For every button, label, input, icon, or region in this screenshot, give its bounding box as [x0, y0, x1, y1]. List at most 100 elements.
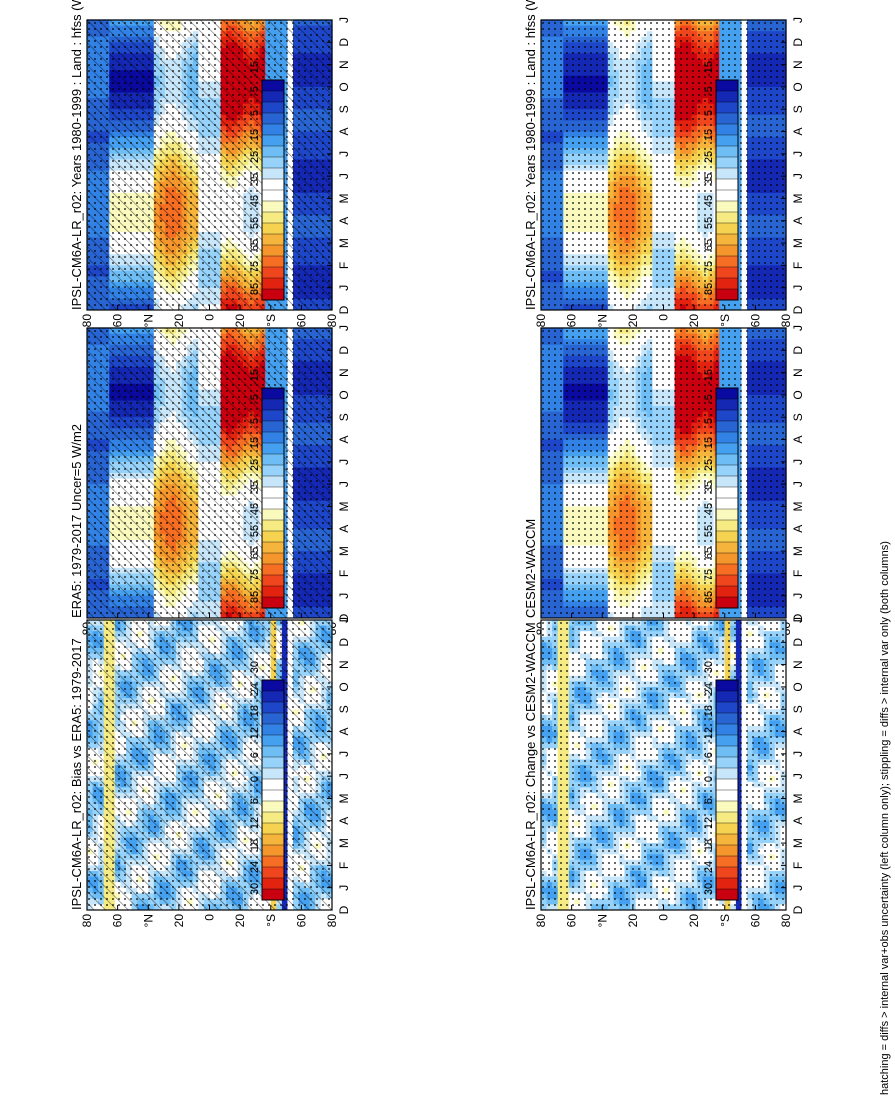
x-tick-label: D: [791, 305, 805, 314]
colorbar-swatch: [715, 101, 739, 114]
colorbar-swatch: [261, 101, 285, 114]
colorbar-swatch: [261, 156, 285, 169]
x-tick-label: D: [337, 38, 351, 47]
colorbar-swatch: [261, 123, 285, 136]
x-tick-label: A: [791, 128, 805, 136]
colorbar-label: 65: [703, 239, 715, 251]
colorbar-swatch: [715, 277, 739, 290]
x-tick-label: A: [337, 217, 351, 225]
y-tick-label: 80: [534, 314, 548, 328]
colorbar-swatch: [261, 112, 285, 125]
y-tick-label: 0: [203, 314, 217, 321]
colorbar-swatch: [715, 189, 739, 202]
x-tick-label: N: [337, 60, 351, 69]
colorbar-label: 25: [703, 151, 715, 163]
colorbar-swatch: [715, 90, 739, 103]
x-tick-label: J: [337, 151, 351, 157]
y-tick-label: 60: [565, 314, 579, 328]
panel-title: IPSL-CM6A-LR_r02: Years 1980-1999 : Land…: [69, 0, 84, 310]
y-tick-label: °N: [141, 314, 155, 327]
y-tick-label: 60: [748, 314, 762, 328]
y-tick-label: °S: [264, 314, 278, 327]
y-tick-label: 20: [626, 314, 640, 328]
colorbar-swatch: [715, 123, 739, 136]
colorbar-label: 75: [703, 261, 715, 273]
colorbar-label: -15: [249, 61, 261, 77]
x-tick-label: O: [791, 82, 805, 91]
x-tick-label: A: [337, 128, 351, 136]
x-tick-label: S: [337, 105, 351, 113]
y-tick-label: 20: [687, 314, 701, 328]
x-tick-label: O: [337, 82, 351, 91]
colorbar-swatch: [715, 167, 739, 180]
colorbar-label: 15: [703, 129, 715, 141]
y-tick-label: 80: [80, 314, 94, 328]
y-tick-label: 20: [233, 314, 247, 328]
colorbar-label: 35: [703, 173, 715, 185]
x-tick-label: F: [337, 262, 351, 269]
colorbar-label: 15: [249, 129, 261, 141]
panel-title: IPSL-CM6A-LR_r02: Years 1980-1999 : Land…: [523, 0, 538, 310]
x-tick-label: F: [791, 262, 805, 269]
x-tick-label: J: [791, 17, 805, 23]
x-tick-label: J: [791, 173, 805, 179]
colorbar-swatch: [715, 79, 739, 92]
colorbar-swatch: [261, 79, 285, 92]
colorbar-label: 85: [249, 283, 261, 295]
y-tick-label: °S: [718, 314, 732, 327]
x-tick-label: N: [791, 60, 805, 69]
colorbar-swatch: [261, 134, 285, 147]
colorbar-label: -5: [703, 86, 715, 96]
colorbar-swatch: [261, 244, 285, 257]
y-tick-label: 0: [657, 314, 671, 321]
y-tick-label: °N: [595, 314, 609, 327]
colorbar-swatch: [261, 222, 285, 235]
colorbar-swatch: [715, 134, 739, 147]
x-tick-label: D: [791, 38, 805, 47]
x-tick-label: M: [791, 238, 805, 248]
colorbar-swatch: [261, 200, 285, 213]
colorbar-swatch: [261, 167, 285, 180]
y-tick-label: 60: [111, 314, 125, 328]
x-tick-label: M: [337, 193, 351, 203]
x-tick-label: M: [791, 193, 805, 203]
colorbar-label: -15: [703, 61, 715, 77]
x-tick-label: J: [791, 285, 805, 291]
stippling-overlay: [87, 20, 332, 310]
colorbar-swatch: [715, 266, 739, 279]
colorbar-swatch: [261, 211, 285, 224]
colorbar-swatch: [715, 211, 739, 224]
colorbar-label: 5: [249, 110, 261, 116]
colorbar-label: 65: [249, 239, 261, 251]
colorbar-swatch: [715, 145, 739, 158]
colorbar-swatch: [261, 233, 285, 246]
colorbar-swatch: [261, 178, 285, 191]
colorbar-swatch: [261, 189, 285, 202]
x-tick-label: J: [791, 151, 805, 157]
colorbar-swatch: [715, 178, 739, 191]
colorbar-swatch: [715, 112, 739, 125]
x-tick-label: S: [791, 105, 805, 113]
colorbar-swatch: [715, 156, 739, 169]
colorbar-swatch: [715, 233, 739, 246]
colorbar-label: 55: [249, 217, 261, 229]
y-tick-label: 20: [172, 314, 186, 328]
colorbar-swatch: [261, 90, 285, 103]
y-tick-label: 60: [294, 314, 308, 328]
colorbar-swatch: [261, 288, 285, 301]
x-tick-label: A: [791, 217, 805, 225]
colorbar-swatch: [261, 255, 285, 268]
colorbar-swatch: [261, 277, 285, 290]
colorbar-label: 75: [249, 261, 261, 273]
colorbar-swatch: [261, 145, 285, 158]
colorbar-swatch: [715, 200, 739, 213]
colorbar-label: 45: [249, 195, 261, 207]
colorbar-label: 35: [249, 173, 261, 185]
colorbar-label: 25: [249, 151, 261, 163]
colorbar-swatch: [715, 255, 739, 268]
